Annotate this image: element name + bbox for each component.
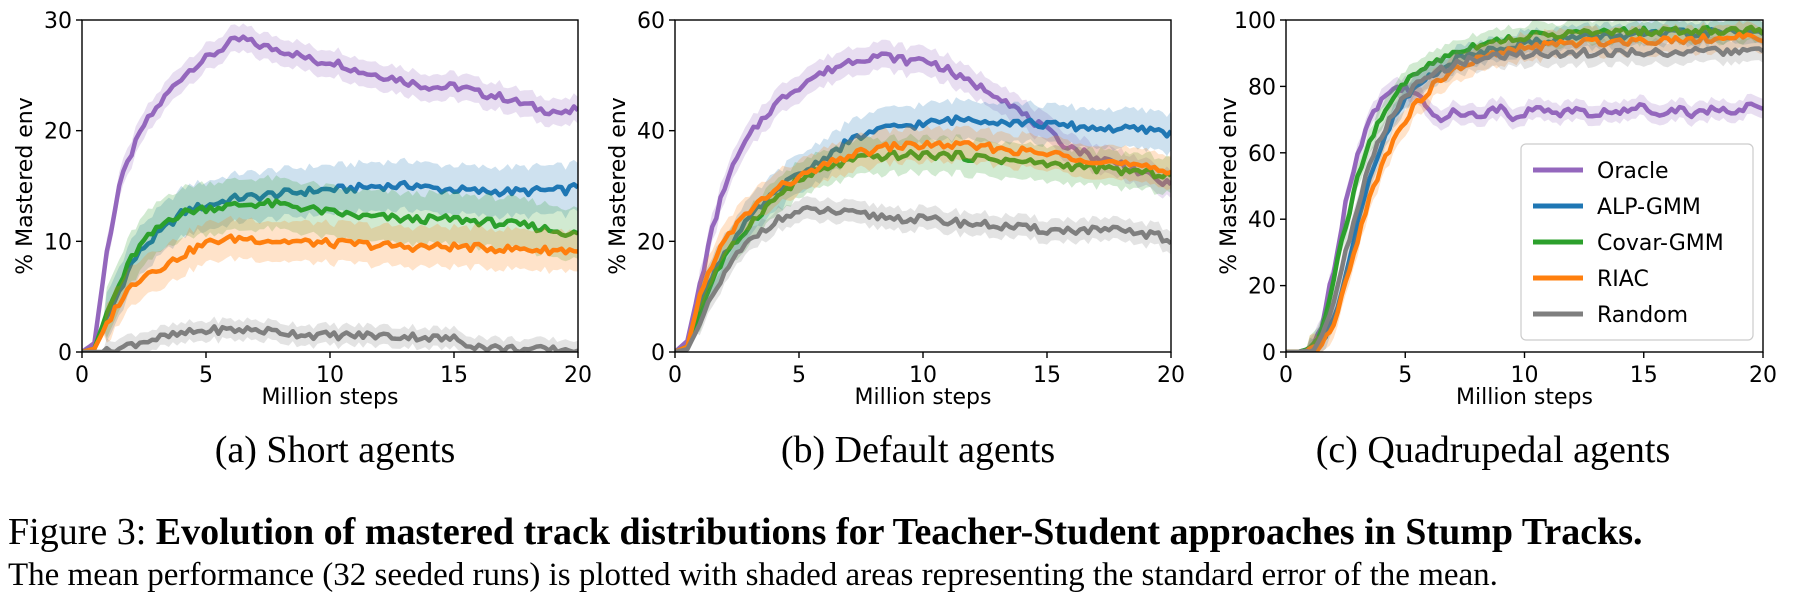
series-line-random <box>1286 45 1763 352</box>
plot-area <box>675 39 1171 352</box>
figure-caption-prefix: Figure 3: <box>8 511 156 553</box>
series-line-covar-gmm <box>675 149 1171 352</box>
error-band-oracle <box>675 39 1171 352</box>
x-tick-label: 20 <box>1157 363 1185 388</box>
legend-box <box>1520 143 1754 341</box>
y-axis-label: % Mastered env <box>13 97 38 275</box>
y-tick-label: 10 <box>44 230 72 255</box>
error-band-riac <box>82 215 578 352</box>
y-tick-label: 20 <box>1248 275 1276 300</box>
legend-label-riac: RIAC <box>1597 267 1649 292</box>
error-band-oracle <box>1286 75 1763 352</box>
y-tick-label: 20 <box>637 230 665 255</box>
series-line-covar-gmm <box>1286 24 1763 352</box>
legend-label-covar-gmm: Covar-GMM <box>1597 231 1724 256</box>
x-tick-label: 5 <box>199 363 213 388</box>
x-tick-label: 15 <box>1630 363 1658 388</box>
y-tick-label: 0 <box>58 341 72 366</box>
x-tick-label: 10 <box>1511 363 1539 388</box>
figure-caption-body: The mean performance (32 seeded runs) is… <box>8 557 1498 593</box>
series-line-covar-gmm <box>82 197 578 352</box>
x-tick-label: 20 <box>1749 363 1777 388</box>
y-tick-label: 60 <box>1248 142 1276 167</box>
x-tick-label: 5 <box>1398 363 1412 388</box>
series-line-oracle <box>675 51 1171 352</box>
series-line-riac <box>1286 31 1763 352</box>
x-tick-label: 0 <box>668 363 682 388</box>
series-line-random <box>675 204 1171 352</box>
error-band-covar-gmm <box>675 133 1171 352</box>
x-tick-label: 10 <box>316 363 344 388</box>
subcaption-c: (c) Quadrupedal agents <box>1315 429 1671 471</box>
series-line-alp-gmm <box>1286 26 1763 352</box>
chart-panel-default-agents: 0 5 10 15 20 0 20 40 60 Million steps % Mastered e… <box>606 9 1185 410</box>
x-tick-label: 5 <box>792 363 806 388</box>
x-tick-label: 0 <box>75 363 89 388</box>
plot-area <box>1286 20 1763 352</box>
x-axis-label: Million steps <box>855 385 992 410</box>
subcaption-b: (b) Default agents <box>780 429 1056 471</box>
x-tick-label: 20 <box>564 363 592 388</box>
error-band-alp-gmm <box>675 97 1171 352</box>
series-line-oracle <box>82 34 578 352</box>
series-line-random <box>82 324 578 352</box>
chart-panel-quadrupedal-agents: 0 5 10 15 20 0 20 40 60 80 100 Million steps % Maste… <box>1217 9 1777 410</box>
y-axis-label: % Mastered env <box>606 97 631 275</box>
error-band-riac <box>675 125 1171 352</box>
legend-label-random: Random <box>1597 303 1688 328</box>
x-tick-label: 0 <box>1279 363 1293 388</box>
y-axis-label: % Mastered env <box>1217 97 1242 275</box>
series-line-alp-gmm <box>675 114 1171 352</box>
plot-area <box>82 23 578 352</box>
series-line-riac <box>82 233 578 352</box>
x-axis-label: Million steps <box>1456 385 1593 410</box>
series-line-oracle <box>1286 83 1763 352</box>
y-tick-label: 20 <box>44 120 72 145</box>
y-tick-label: 0 <box>651 341 665 366</box>
y-tick-label: 0 <box>1262 341 1276 366</box>
figure-caption-title: Figure 3: Evolution of mastered track di… <box>8 510 1798 554</box>
x-tick-label: 10 <box>909 363 937 388</box>
y-tick-label: 100 <box>1234 9 1276 34</box>
series-line-riac <box>675 139 1171 352</box>
chart-panel-short-agents: 0 5 10 15 20 0 10 20 30 Million steps % Mastered e… <box>13 9 592 410</box>
y-tick-label: 40 <box>1248 208 1276 233</box>
y-tick-label: 30 <box>44 9 72 34</box>
legend-label-oracle: Oracle <box>1597 159 1669 184</box>
y-tick-label: 80 <box>1248 75 1276 100</box>
y-tick-label: 40 <box>637 120 665 145</box>
legend: Oracle ALP-GMM Covar-GMM RIAC Random <box>1520 143 1754 341</box>
legend-label-alp-gmm: ALP-GMM <box>1597 195 1701 220</box>
y-tick-label: 60 <box>637 9 665 34</box>
subcaption-a: (a) Short agents <box>214 429 456 471</box>
x-axis-label: Million steps <box>262 385 399 410</box>
figure-caption-bold: Evolution of mastered track distribution… <box>155 511 1643 553</box>
x-tick-label: 15 <box>1033 363 1061 388</box>
x-tick-label: 15 <box>440 363 468 388</box>
